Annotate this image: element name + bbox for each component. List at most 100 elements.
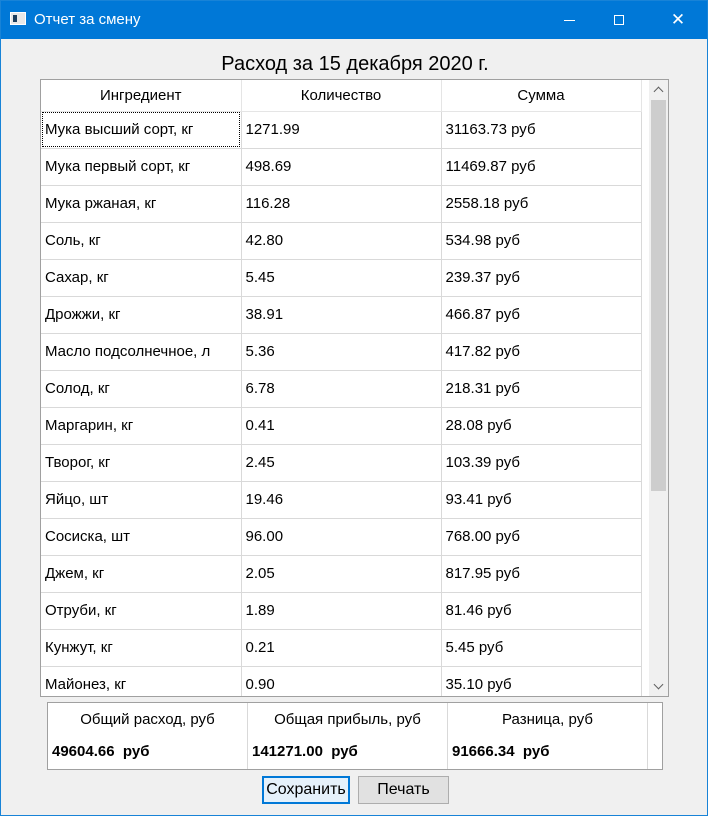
table-row[interactable]: Отруби, кг 1.89 81.46 руб bbox=[41, 592, 642, 630]
ingredients-table: Ингредиент Количество Сумма Мука высший … bbox=[40, 79, 669, 697]
close-button[interactable]: ✕ bbox=[655, 1, 701, 39]
sum-cell[interactable]: 5.45 руб bbox=[441, 629, 642, 667]
ingredient-cell[interactable]: Яйцо, шт bbox=[41, 481, 242, 519]
ingredient-cell[interactable]: Масло подсолнечное, л bbox=[41, 333, 242, 371]
sum-cell[interactable]: 239.37 руб bbox=[441, 259, 642, 297]
quantity-cell[interactable]: 1.89 bbox=[241, 592, 442, 630]
column-header-quantity[interactable]: Количество bbox=[241, 80, 442, 112]
ingredient-cell[interactable]: Сахар, кг bbox=[41, 259, 242, 297]
table-row[interactable]: Мука первый сорт, кг 498.69 11469.87 руб bbox=[41, 148, 642, 186]
table-row[interactable]: Сосиска, шт 96.00 768.00 руб bbox=[41, 518, 642, 556]
table-row[interactable]: Масло подсолнечное, л 5.36 417.82 руб bbox=[41, 333, 642, 371]
sum-cell[interactable]: 35.10 руб bbox=[441, 666, 642, 696]
ingredient-cell[interactable]: Мука ржаная, кг bbox=[41, 185, 242, 223]
sum-cell[interactable]: 534.98 руб bbox=[441, 222, 642, 260]
quantity-cell[interactable]: 0.21 bbox=[241, 629, 442, 667]
chevron-up-icon bbox=[653, 86, 664, 97]
minimize-icon bbox=[563, 19, 575, 21]
quantity-cell[interactable]: 498.69 bbox=[241, 148, 442, 186]
table-row[interactable]: Солод, кг 6.78 218.31 руб bbox=[41, 370, 642, 408]
table-row[interactable]: Мука высший сорт, кг 1271.99 31163.73 руб bbox=[41, 111, 642, 149]
ingredient-cell[interactable]: Джем, кг bbox=[41, 555, 242, 593]
table-row[interactable]: Майонез, кг 0.90 35.10 руб bbox=[41, 666, 642, 696]
quantity-cell[interactable]: 1271.99 bbox=[241, 111, 442, 149]
summary-table: Общий расход, руб 49604.66 руб Общая при… bbox=[47, 702, 663, 770]
quantity-cell[interactable]: 0.90 bbox=[241, 666, 442, 696]
quantity-cell[interactable]: 116.28 bbox=[241, 185, 442, 223]
quantity-cell[interactable]: 0.41 bbox=[241, 407, 442, 445]
table-body: Мука высший сорт, кг 1271.99 31163.73 руб М… bbox=[41, 111, 642, 696]
table-row[interactable]: Кунжут, кг 0.21 5.45 руб bbox=[41, 629, 642, 667]
quantity-cell[interactable]: 2.05 bbox=[241, 555, 442, 593]
minimize-button[interactable] bbox=[546, 1, 592, 39]
sum-cell[interactable]: 218.31 руб bbox=[441, 370, 642, 408]
quantity-cell[interactable]: 2.45 bbox=[241, 444, 442, 482]
quantity-cell[interactable]: 38.91 bbox=[241, 296, 442, 334]
sum-cell[interactable]: 417.82 руб bbox=[441, 333, 642, 371]
quantity-cell[interactable]: 6.78 bbox=[241, 370, 442, 408]
ingredient-cell[interactable]: Творог, кг bbox=[41, 444, 242, 482]
quantity-cell[interactable]: 5.45 bbox=[241, 259, 442, 297]
sum-cell[interactable]: 103.39 руб bbox=[441, 444, 642, 482]
ingredient-cell[interactable]: Соль, кг bbox=[41, 222, 242, 260]
sum-cell[interactable]: 2558.18 руб bbox=[441, 185, 642, 223]
ingredient-cell[interactable]: Сосиска, шт bbox=[41, 518, 242, 556]
table-row[interactable]: Соль, кг 42.80 534.98 руб bbox=[41, 222, 642, 260]
sum-cell[interactable]: 31163.73 руб bbox=[441, 111, 642, 149]
window-title: Отчет за смену bbox=[34, 11, 141, 28]
table-row[interactable]: Сахар, кг 5.45 239.37 руб bbox=[41, 259, 642, 297]
ingredient-cell[interactable]: Кунжут, кг bbox=[41, 629, 242, 667]
total-profit-value: 141271.00 руб bbox=[252, 743, 358, 760]
ingredient-cell[interactable]: Маргарин, кг bbox=[41, 407, 242, 445]
maximize-button[interactable] bbox=[596, 1, 642, 39]
sum-cell[interactable]: 817.95 руб bbox=[441, 555, 642, 593]
sum-cell[interactable]: 28.08 руб bbox=[441, 407, 642, 445]
table-row[interactable]: Творог, кг 2.45 103.39 руб bbox=[41, 444, 642, 482]
quantity-cell[interactable]: 19.46 bbox=[241, 481, 442, 519]
sum-cell[interactable]: 466.87 руб bbox=[441, 296, 642, 334]
table-header-row: Ингредиент Количество Сумма bbox=[41, 80, 642, 112]
app-icon bbox=[10, 12, 26, 25]
total-expense-label: Общий расход, руб bbox=[80, 711, 215, 728]
ingredient-cell[interactable]: Майонез, кг bbox=[41, 666, 242, 696]
table-row[interactable]: Джем, кг 2.05 817.95 руб bbox=[41, 555, 642, 593]
quantity-cell[interactable]: 42.80 bbox=[241, 222, 442, 260]
table-viewport: Ингредиент Количество Сумма Мука высший … bbox=[41, 80, 650, 696]
total-profit-label: Общая прибыль, руб bbox=[274, 711, 421, 728]
ingredient-cell[interactable]: Дрожжи, кг bbox=[41, 296, 242, 334]
title-bar[interactable]: Отчет за смену ✕ bbox=[1, 1, 707, 39]
maximize-icon bbox=[614, 15, 624, 25]
sum-cell[interactable]: 81.46 руб bbox=[441, 592, 642, 630]
scroll-down-button[interactable] bbox=[649, 677, 668, 696]
summary-total-profit: Общая прибыль, руб 141271.00 руб bbox=[248, 703, 448, 769]
close-icon: ✕ bbox=[670, 10, 686, 29]
total-expense-value: 49604.66 руб bbox=[52, 743, 150, 760]
sum-cell[interactable]: 11469.87 руб bbox=[441, 148, 642, 186]
chevron-down-icon bbox=[653, 679, 664, 690]
table-row[interactable]: Маргарин, кг 0.41 28.08 руб bbox=[41, 407, 642, 445]
scrollbar-thumb[interactable] bbox=[651, 100, 666, 491]
ingredient-cell[interactable]: Отруби, кг bbox=[41, 592, 242, 630]
ingredient-cell[interactable]: Солод, кг bbox=[41, 370, 242, 408]
ingredient-cell[interactable]: Мука первый сорт, кг bbox=[41, 148, 242, 186]
sum-cell[interactable]: 768.00 руб bbox=[441, 518, 642, 556]
column-header-ingredient[interactable]: Ингредиент bbox=[41, 80, 242, 112]
sum-cell[interactable]: 93.41 руб bbox=[441, 481, 642, 519]
scroll-up-button[interactable] bbox=[649, 80, 668, 99]
difference-label: Разница, руб bbox=[502, 711, 593, 728]
quantity-cell[interactable]: 5.36 bbox=[241, 333, 442, 371]
summary-total-expense: Общий расход, руб 49604.66 руб bbox=[48, 703, 248, 769]
print-button[interactable]: Печать bbox=[358, 776, 449, 804]
ingredient-cell[interactable]: Мука высший сорт, кг bbox=[41, 111, 242, 149]
ingredients-grid: Ингредиент Количество Сумма Мука высший … bbox=[41, 80, 642, 696]
difference-value: 91666.34 руб bbox=[452, 743, 550, 760]
quantity-cell[interactable]: 96.00 bbox=[241, 518, 442, 556]
table-row[interactable]: Яйцо, шт 19.46 93.41 руб bbox=[41, 481, 642, 519]
save-button[interactable]: Сохранить bbox=[262, 776, 350, 804]
table-row[interactable]: Дрожжи, кг 38.91 466.87 руб bbox=[41, 296, 642, 334]
vertical-scrollbar[interactable] bbox=[649, 80, 668, 696]
column-header-sum[interactable]: Сумма bbox=[441, 80, 642, 112]
report-title: Расход за 15 декабря 2020 г. bbox=[221, 53, 489, 75]
table-row[interactable]: Мука ржаная, кг 116.28 2558.18 руб bbox=[41, 185, 642, 223]
